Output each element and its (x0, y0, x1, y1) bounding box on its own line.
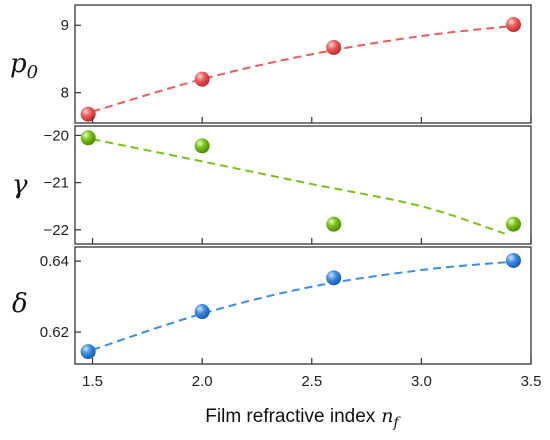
panel-delta-ylabel: δ (12, 289, 28, 319)
panel-gamma-frame (74, 125, 532, 245)
panel-p0-fit-line (92, 24, 521, 113)
panel-delta-points (80, 252, 521, 360)
x-tick-label-0: 1.5 (82, 373, 103, 390)
panel-delta-point-1 (194, 304, 210, 320)
x-axis-label: Film refractive index nf (205, 405, 401, 431)
x-tick-label-3: 3.0 (411, 373, 432, 390)
panel-gamma-points (80, 130, 521, 232)
panel-gamma-ytick-label-1: −21 (44, 175, 69, 192)
panel-p0-point-1 (194, 71, 210, 87)
panel-gamma-ylabel: γ (12, 170, 28, 200)
x-tick-label-4: 3.5 (521, 373, 542, 390)
panel-p0-ytick-label-0: 8 (61, 85, 69, 102)
panel-gamma: −20 −21 −22 γ (12, 125, 532, 245)
panel-p0-fit (92, 24, 521, 113)
panel-delta-point-2 (326, 270, 342, 286)
panel-gamma-ytick-label-2: −22 (44, 222, 69, 239)
panel-delta-ticks: 0.64 0.62 (40, 253, 532, 364)
panel-p0-point-2 (326, 39, 342, 55)
panel-gamma-point-0 (80, 130, 96, 146)
panel-delta-frame (74, 246, 532, 365)
panel-gamma-fit-line (92, 138, 506, 235)
x-tick-label-1: 2.0 (192, 373, 213, 390)
panel-p0-ticks: 89 (61, 17, 532, 123)
panel-delta-point-0 (80, 344, 96, 360)
panel-p0-point-0 (80, 106, 96, 122)
panel-delta: 0.64 0.62 δ (12, 246, 532, 365)
panel-p0-ytick-label-1: 9 (61, 17, 69, 34)
panel-p0-ylabel: p0 (10, 49, 38, 83)
panel-delta-ytick-label-0: 0.64 (40, 253, 69, 270)
panel-p0-frame (74, 4, 532, 124)
panel-p0-points (80, 17, 521, 122)
panel-p0-point-3 (505, 17, 521, 33)
panel-delta-fit (92, 260, 514, 351)
panel-gamma-ticks: −20 −21 −22 (44, 127, 532, 244)
panel-delta-point-3 (505, 252, 521, 268)
panel-gamma-fit (92, 138, 506, 235)
panel-p0: 89 p0 (10, 4, 532, 124)
panel-gamma-ytick-label-0: −20 (44, 127, 69, 144)
panel-gamma-point-1 (194, 138, 210, 154)
x-axis-ticks: 1.5 2.0 2.5 3.0 3.5 (82, 373, 541, 390)
panel-gamma-point-3 (505, 216, 521, 232)
panel-gamma-point-2 (326, 216, 342, 232)
x-tick-label-2: 2.5 (301, 373, 322, 390)
panel-delta-fit-line (92, 260, 514, 351)
panel-delta-ytick-label-1: 0.62 (40, 324, 69, 341)
